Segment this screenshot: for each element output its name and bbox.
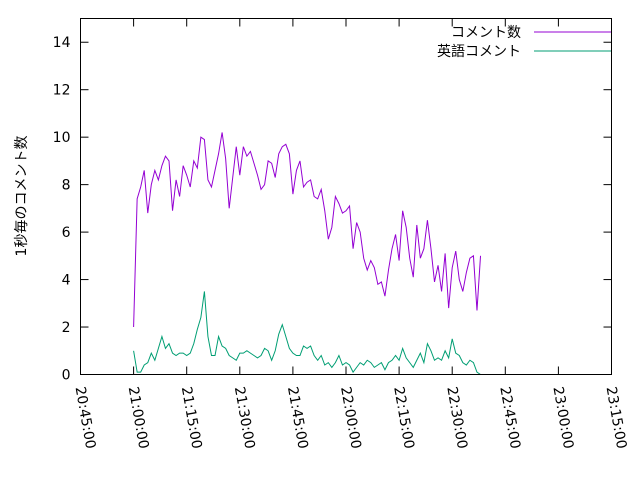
series-line-2 (133, 291, 481, 375)
x-tick-labels: 20:45:00 21:00:00 21:15:00 21:30:00 21:45:00… (72, 385, 630, 450)
legend-label: 英語コメント (437, 43, 521, 60)
y-tick-label: 2 (62, 320, 71, 336)
y-tick-labels: 0 2 4 6 8 10 12 14 (53, 35, 71, 383)
tick-marks (80, 18, 612, 375)
plot-area-border (80, 18, 612, 375)
y-tick-label: 0 (62, 368, 71, 384)
series-line-1 (133, 132, 482, 328)
x-tick-label: 23:15:00 (603, 385, 630, 450)
x-tick-label: 21:00:00 (125, 385, 152, 450)
x-tick-label: 22:15:00 (390, 385, 417, 450)
y-tick-label: 4 (62, 273, 71, 289)
series-layer (133, 132, 482, 375)
x-tick-label: 22:45:00 (496, 385, 523, 450)
x-tick-label: 21:45:00 (284, 385, 311, 450)
y-tick-label: 12 (53, 83, 71, 99)
legend-label: コメント数 (451, 25, 521, 41)
x-tick-label: 23:00:00 (549, 385, 576, 450)
x-tick-label: 20:45:00 (72, 385, 99, 450)
y-tick-label: 14 (53, 35, 71, 51)
y-tick-label: 6 (62, 225, 71, 241)
x-tick-label: 21:30:00 (231, 385, 258, 450)
y-tick-label: 8 (62, 178, 71, 194)
x-tick-label: 22:30:00 (443, 385, 470, 450)
y-axis-label: 1秒毎のコメント数 (14, 136, 30, 257)
x-tick-label: 22:00:00 (337, 385, 364, 450)
y-tick-label: 10 (53, 130, 71, 146)
x-tick-label: 21:15:00 (178, 385, 205, 450)
